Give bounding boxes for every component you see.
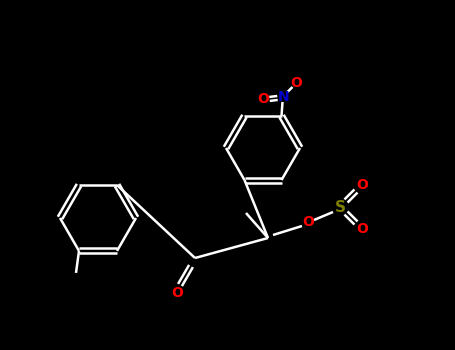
Text: O: O <box>258 92 269 106</box>
Text: S: S <box>334 199 345 215</box>
Text: O: O <box>356 178 368 192</box>
Text: O: O <box>302 215 314 229</box>
Text: N: N <box>278 90 289 104</box>
Text: O: O <box>291 76 303 90</box>
Text: O: O <box>171 286 183 300</box>
Text: O: O <box>356 222 368 236</box>
